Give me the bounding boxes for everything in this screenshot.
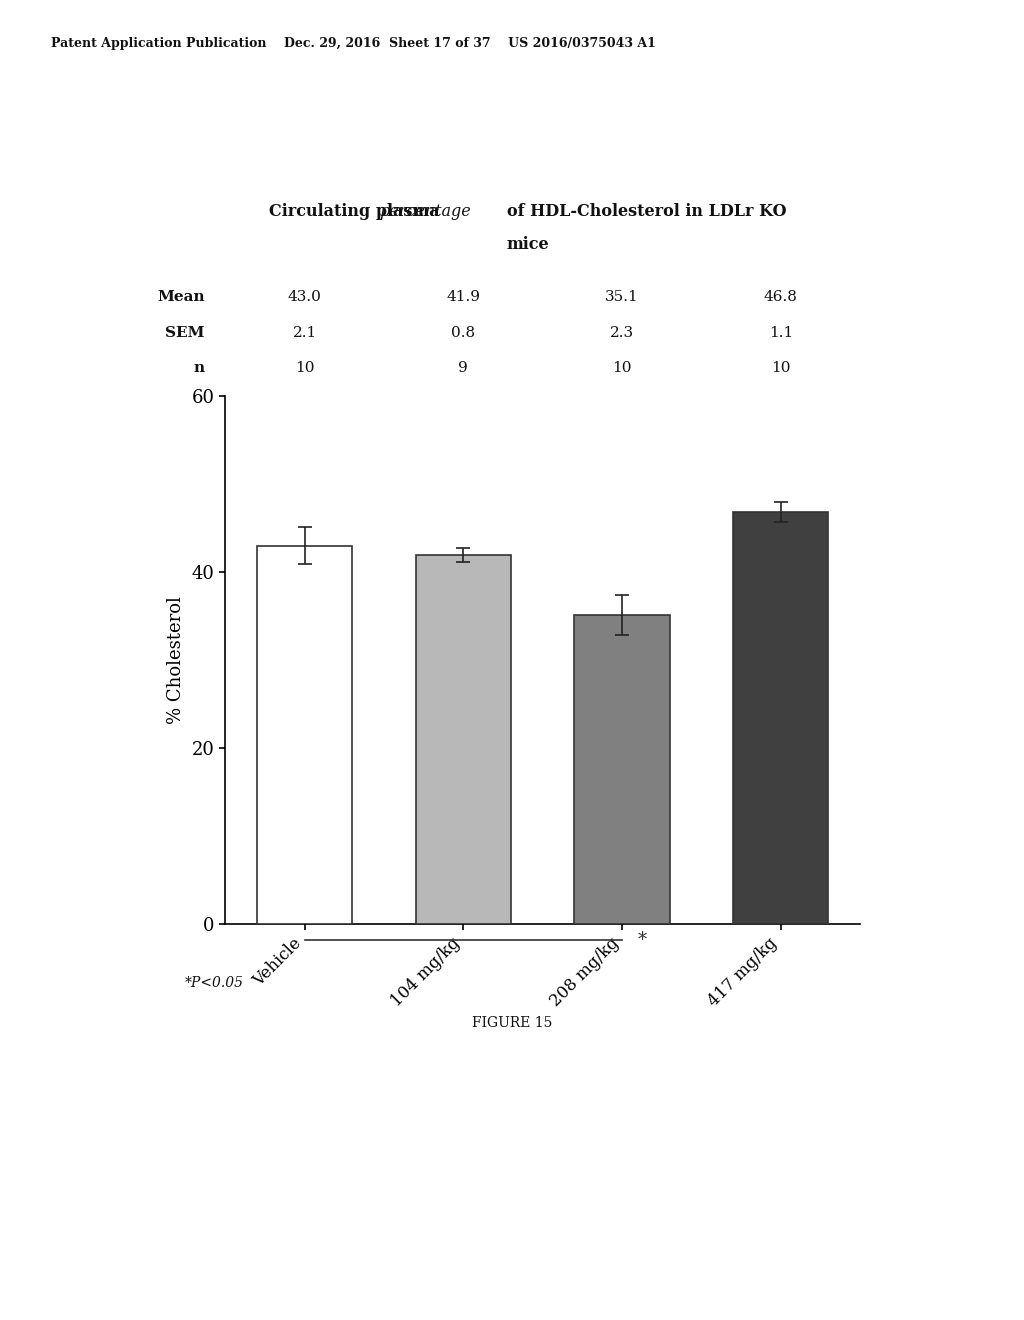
Text: mice: mice	[506, 236, 549, 252]
Text: 1.1: 1.1	[769, 326, 793, 339]
Text: Mean: Mean	[157, 290, 205, 304]
Text: percentage: percentage	[379, 203, 471, 219]
Text: 41.9: 41.9	[446, 290, 480, 304]
Text: FIGURE 15: FIGURE 15	[472, 1016, 552, 1030]
Bar	[574, 615, 670, 924]
Text: n: n	[194, 362, 205, 375]
Text: 35.1: 35.1	[605, 290, 639, 304]
Text: 10: 10	[295, 362, 314, 375]
Text: 9: 9	[459, 362, 468, 375]
Bar	[257, 545, 352, 924]
Text: SEM: SEM	[165, 326, 205, 339]
Text: 2.1: 2.1	[293, 326, 316, 339]
Y-axis label: % Cholesterol: % Cholesterol	[167, 597, 185, 723]
Text: 10: 10	[771, 362, 791, 375]
Text: 10: 10	[612, 362, 632, 375]
Text: Circulating plasma            of HDL-Cholesterol in LDLr KO: Circulating plasma of HDL-Cholesterol in…	[268, 203, 786, 219]
Text: *P<0.05: *P<0.05	[184, 977, 244, 990]
Text: 46.8: 46.8	[764, 290, 798, 304]
Bar	[416, 556, 511, 924]
Bar	[733, 512, 828, 924]
Text: *: *	[637, 931, 646, 949]
Text: Patent Application Publication    Dec. 29, 2016  Sheet 17 of 37    US 2016/03750: Patent Application Publication Dec. 29, …	[51, 37, 656, 50]
Text: 43.0: 43.0	[288, 290, 322, 304]
Text: 0.8: 0.8	[452, 326, 475, 339]
Text: 2.3: 2.3	[610, 326, 634, 339]
